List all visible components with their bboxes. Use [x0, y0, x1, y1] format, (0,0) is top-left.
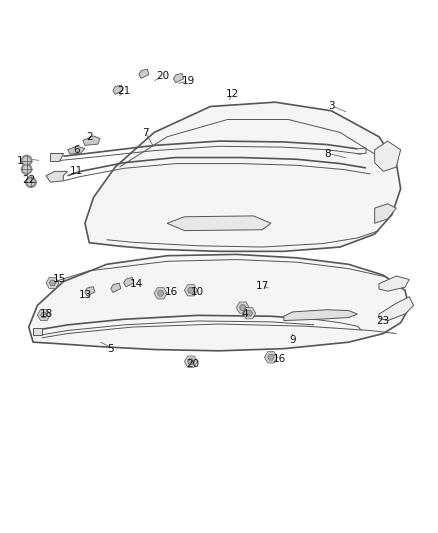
- PathPatch shape: [374, 204, 396, 223]
- Text: 1: 1: [17, 156, 23, 166]
- PathPatch shape: [85, 102, 401, 252]
- PathPatch shape: [49, 280, 56, 286]
- PathPatch shape: [83, 136, 100, 146]
- PathPatch shape: [46, 172, 67, 182]
- PathPatch shape: [67, 146, 85, 154]
- Text: 12: 12: [225, 88, 239, 99]
- PathPatch shape: [379, 297, 413, 320]
- Text: 15: 15: [53, 274, 66, 285]
- Text: 8: 8: [324, 149, 330, 159]
- PathPatch shape: [29, 254, 409, 351]
- PathPatch shape: [157, 290, 164, 296]
- PathPatch shape: [268, 354, 274, 360]
- PathPatch shape: [33, 328, 42, 335]
- Text: 20: 20: [156, 71, 170, 81]
- PathPatch shape: [184, 356, 198, 367]
- Text: 2: 2: [86, 132, 92, 142]
- PathPatch shape: [187, 359, 194, 365]
- Text: 5: 5: [108, 344, 114, 354]
- Text: 4: 4: [242, 309, 248, 319]
- PathPatch shape: [167, 216, 271, 231]
- PathPatch shape: [265, 352, 277, 363]
- Text: 18: 18: [39, 309, 53, 319]
- Text: 3: 3: [328, 101, 335, 111]
- Circle shape: [24, 166, 30, 172]
- PathPatch shape: [243, 308, 256, 319]
- Circle shape: [21, 164, 32, 174]
- Text: 7: 7: [142, 128, 149, 138]
- PathPatch shape: [37, 309, 50, 320]
- Text: 13: 13: [78, 289, 92, 300]
- Text: 17: 17: [256, 281, 269, 291]
- PathPatch shape: [236, 302, 249, 313]
- PathPatch shape: [379, 276, 409, 291]
- PathPatch shape: [85, 287, 95, 296]
- PathPatch shape: [374, 141, 401, 172]
- Text: 6: 6: [73, 145, 80, 155]
- Text: 14: 14: [130, 279, 144, 289]
- Circle shape: [28, 179, 34, 185]
- Text: 19: 19: [182, 76, 195, 86]
- PathPatch shape: [284, 310, 357, 320]
- Text: 16: 16: [165, 287, 178, 297]
- Text: 16: 16: [273, 354, 286, 365]
- Text: 21: 21: [117, 86, 131, 96]
- PathPatch shape: [240, 305, 246, 310]
- PathPatch shape: [111, 283, 121, 293]
- Text: 23: 23: [377, 316, 390, 326]
- Circle shape: [24, 157, 30, 164]
- PathPatch shape: [173, 74, 184, 83]
- PathPatch shape: [246, 310, 253, 316]
- PathPatch shape: [46, 277, 59, 288]
- PathPatch shape: [187, 287, 194, 293]
- Circle shape: [21, 155, 32, 166]
- Text: 9: 9: [289, 335, 296, 345]
- PathPatch shape: [113, 85, 123, 94]
- Text: 11: 11: [70, 166, 83, 176]
- Text: 20: 20: [187, 359, 200, 369]
- PathPatch shape: [154, 288, 167, 299]
- Text: 22: 22: [22, 175, 35, 185]
- PathPatch shape: [124, 278, 134, 287]
- PathPatch shape: [139, 69, 149, 78]
- PathPatch shape: [41, 312, 47, 318]
- PathPatch shape: [184, 285, 198, 296]
- Text: 10: 10: [191, 287, 204, 297]
- PathPatch shape: [50, 153, 64, 160]
- Circle shape: [26, 177, 36, 188]
